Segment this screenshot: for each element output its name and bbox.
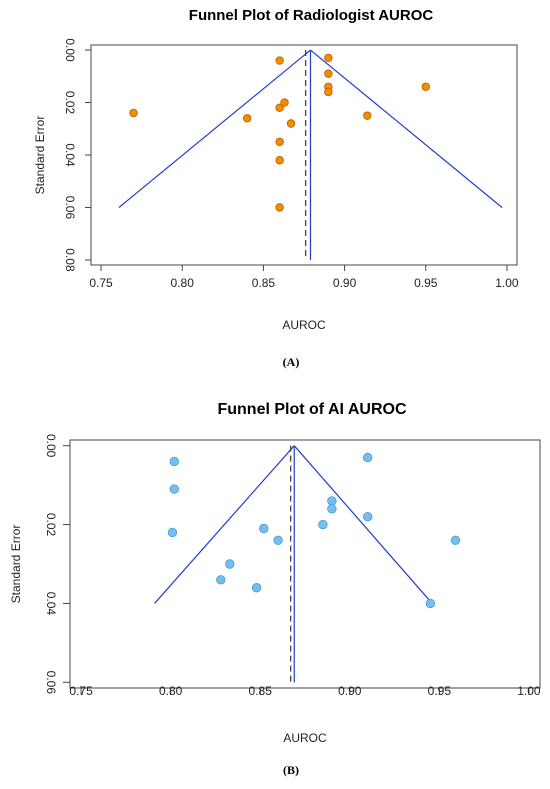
- x-tick-label: 0.75: [69, 684, 93, 698]
- y-tick-label: 0.04: [63, 143, 77, 167]
- study-point: [129, 108, 138, 118]
- funnel-right-line: [293, 445, 433, 604]
- study-point: [275, 56, 284, 65]
- study-point: [251, 582, 262, 593]
- funnel-left-line: [154, 445, 295, 604]
- study-point: [167, 527, 178, 538]
- x-tick-label: 0.85: [249, 684, 273, 698]
- x-tick-label: 0.85: [252, 276, 276, 290]
- study-point: [324, 53, 333, 63]
- chart-ai: Funnel Plot of AI AUROC (B) 0.75 0.80 0.85…: [9, 401, 541, 777]
- study-point: [169, 484, 179, 494]
- x-tick-label: 0.95: [428, 684, 452, 698]
- panel-label: (B): [283, 763, 299, 777]
- x-tick-label: 0.90: [338, 684, 362, 698]
- y-tick-label: 0.02: [44, 513, 58, 537]
- study-point: [216, 575, 226, 585]
- x-axis-label: AUROC: [283, 731, 327, 745]
- y-tick-label: 0.06: [44, 671, 58, 695]
- y-tick-label: 0.04: [44, 592, 58, 616]
- x-tick-label: 1.00: [517, 684, 541, 698]
- study-point: [363, 111, 372, 120]
- study-point: [275, 203, 284, 212]
- funnel-right-line: [310, 49, 503, 208]
- study-point: [327, 504, 337, 514]
- study-point: [450, 535, 461, 546]
- chart-title: Funnel Plot of Radiologist AUROC: [189, 7, 434, 24]
- plot-frame: [69, 439, 541, 689]
- study-point: [259, 523, 269, 534]
- x-tick-label: 0.75: [89, 276, 113, 290]
- study-point: [362, 452, 373, 463]
- x-tick-label: 0.90: [333, 276, 357, 290]
- x-tick-label: 1.00: [495, 276, 519, 290]
- study-point: [273, 535, 283, 546]
- panel-label: (A): [283, 355, 300, 369]
- study-point: [286, 119, 296, 128]
- study-point: [275, 137, 284, 147]
- y-tick-label: 0.00: [44, 434, 58, 458]
- x-tick-label: 0.95: [414, 276, 438, 290]
- study-point: [324, 87, 333, 97]
- plot-frame: [90, 44, 518, 266]
- study-point: [421, 82, 430, 91]
- funnel-left-line: [118, 49, 311, 208]
- x-tick-label: 0.80: [171, 276, 195, 290]
- x-axis-label: AUROC: [282, 318, 326, 332]
- study-point: [324, 69, 333, 78]
- study-point: [169, 456, 179, 467]
- y-axis-label: Standard Error: [33, 116, 47, 195]
- study-point: [242, 114, 252, 123]
- study-point: [362, 511, 373, 522]
- study-point: [327, 496, 337, 506]
- y-axis-label: Standard Error: [9, 525, 23, 604]
- study-point: [275, 156, 284, 165]
- y-tick-label: 0.08: [63, 248, 77, 272]
- study-point: [318, 519, 328, 530]
- chart-title: Funnel Plot of AI AUROC: [217, 401, 406, 418]
- y-tick-label: 0.00: [63, 38, 77, 62]
- study-point: [275, 103, 284, 112]
- y-tick-label: 0.06: [63, 196, 77, 220]
- study-point: [280, 98, 289, 107]
- x-tick-label: 0.80: [159, 684, 183, 698]
- study-point: [425, 598, 436, 609]
- study-point: [225, 559, 235, 569]
- chart-radiologist: Funnel Plot of Radiologist AUROC (A) 0.7…: [33, 7, 519, 369]
- y-tick-label: 0.02: [63, 91, 77, 115]
